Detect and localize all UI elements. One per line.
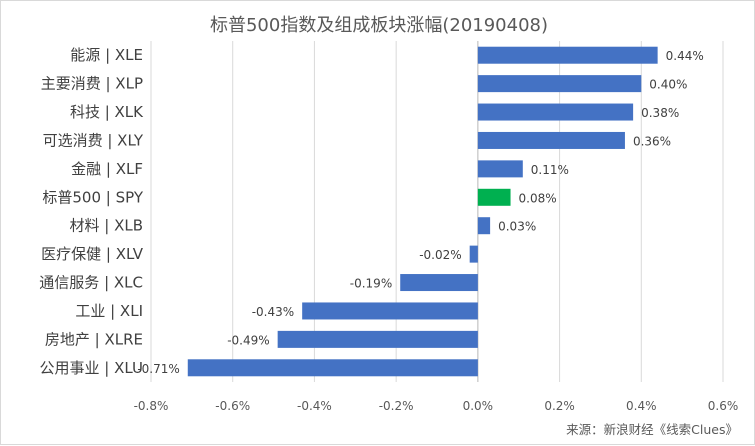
gridlines	[150, 41, 724, 382]
value-label: -0.43%	[252, 305, 294, 319]
x-tick-label: 0.6%	[708, 399, 739, 413]
bar	[469, 245, 478, 263]
category-label: 主要消费 | XLP	[41, 75, 143, 93]
x-tick-label: 0.4%	[626, 399, 657, 413]
value-label: 0.44%	[666, 49, 704, 63]
value-label: 0.36%	[633, 134, 671, 148]
value-label: -0.49%	[227, 333, 269, 347]
x-tick-label: 0.2%	[544, 399, 575, 413]
category-labels: 能源 | XLE 主要消费 | XLP 科技 | XLK 可选消费 | XLY 金融 |…	[39, 46, 144, 377]
bar	[277, 330, 478, 348]
bar	[477, 188, 511, 206]
value-label: 0.38%	[641, 106, 679, 120]
category-label: 金融 | XLF	[71, 160, 143, 178]
category-label: 公用事业 | XLU	[40, 359, 143, 377]
value-label: -0.19%	[350, 277, 392, 291]
value-label: -0.71%	[137, 362, 179, 376]
category-label: 房地产 | XLRE	[45, 330, 143, 348]
value-label: 0.03%	[498, 220, 536, 234]
value-label: -0.02%	[419, 248, 461, 262]
bar	[477, 46, 658, 64]
category-label: 科技 | XLK	[70, 103, 144, 121]
chart-title: 标普500指数及组成板块涨幅(20190408)	[210, 15, 548, 36]
x-axis-tick-labels: -0.8% -0.6% -0.4% -0.2% 0.0% 0.2% 0.4% 0.6%	[134, 399, 739, 413]
x-tick-label: -0.8%	[134, 399, 169, 413]
bar	[477, 103, 634, 121]
bar	[187, 359, 478, 377]
x-tick-label: -0.4%	[297, 399, 332, 413]
x-tick-label: -0.2%	[379, 399, 414, 413]
bar	[302, 302, 478, 320]
bar	[477, 131, 625, 149]
x-tick-label: 0.0%	[463, 399, 494, 413]
bar	[477, 160, 523, 178]
category-label: 材料 | XLB	[69, 217, 143, 235]
category-label: 可选消费 | XLY	[43, 131, 144, 149]
bar	[477, 75, 642, 93]
value-label: 0.40%	[649, 78, 687, 92]
bars	[187, 46, 658, 377]
category-label: 医疗保健 | XLV	[41, 245, 144, 263]
value-labels: 0.44% 0.40% 0.38% 0.36% 0.11% 0.08% 0.03% -0.02…	[137, 49, 703, 376]
category-label: 通信服务 | XLC	[39, 274, 143, 292]
source-note: 来源：新浪财经《线索Clues》	[566, 422, 738, 437]
category-label: 标普500 | SPY	[42, 188, 143, 206]
x-tick-label: -0.6%	[215, 399, 250, 413]
value-label: 0.11%	[531, 163, 569, 177]
category-label: 能源 | XLE	[70, 46, 143, 64]
bar	[477, 217, 491, 235]
bar	[400, 274, 478, 292]
value-label: 0.08%	[519, 191, 557, 205]
category-label: 工业 | XLI	[75, 302, 143, 320]
